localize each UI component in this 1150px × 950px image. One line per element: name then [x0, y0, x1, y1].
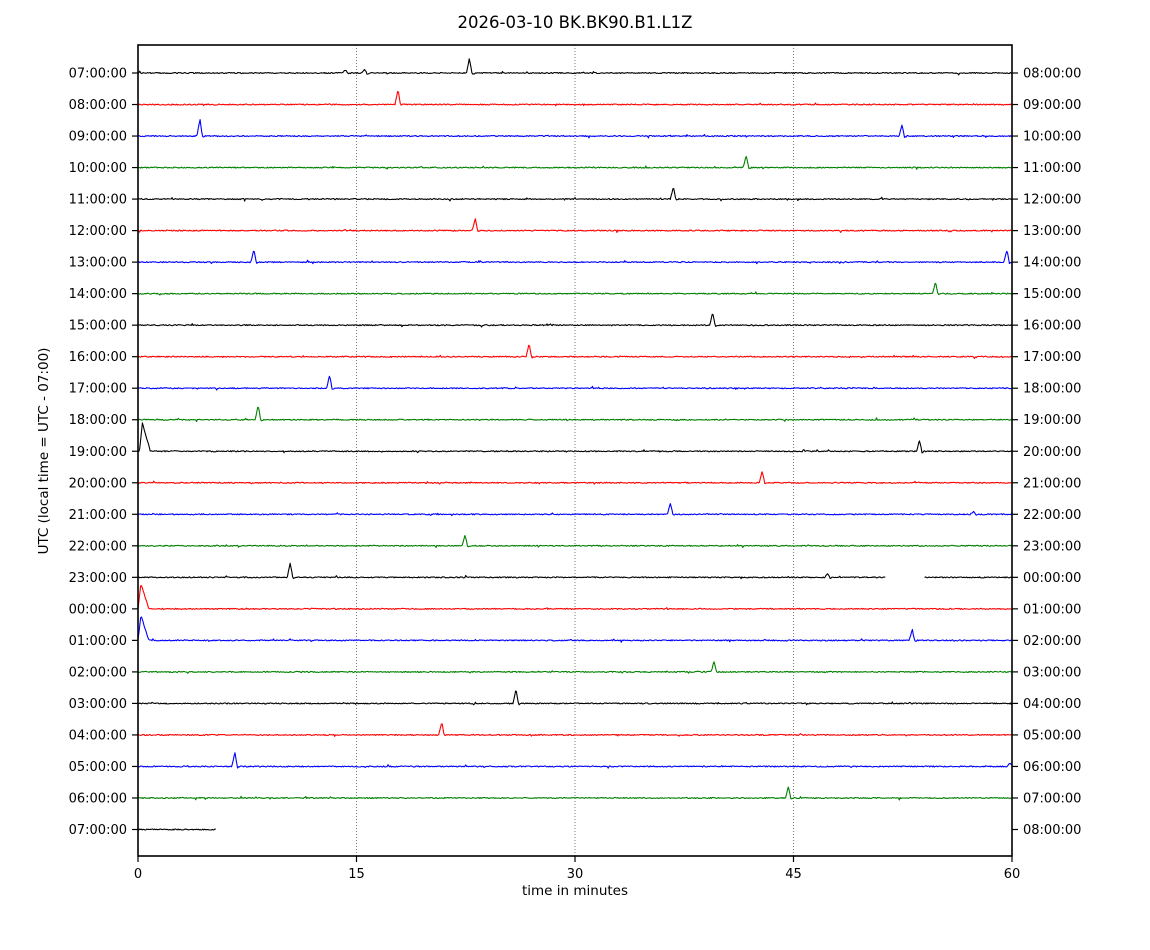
y-tick-label-utc: 16:00:00: [69, 350, 127, 365]
y-tick-label-utc: 10:00:00: [69, 161, 127, 176]
seismogram-trace: [138, 250, 1012, 265]
y-tick-label-local: 15:00:00: [1023, 287, 1081, 302]
seismogram-trace: [138, 828, 216, 831]
x-tick-label: 45: [785, 867, 802, 882]
y-tick-label-local: 20:00:00: [1023, 445, 1081, 460]
y-tick-label-utc: 13:00:00: [69, 256, 127, 271]
seismogram-trace: [138, 119, 1012, 139]
y-tick-label-utc: 17:00:00: [69, 382, 127, 397]
seismogram-trace: [138, 375, 1012, 391]
y-tick-label-utc: 04:00:00: [69, 728, 127, 743]
y-tick-label-local: 08:00:00: [1023, 823, 1081, 838]
seismogram-trace: [138, 723, 1012, 737]
seismogram-trace: [138, 218, 1012, 234]
y-tick-label-local: 05:00:00: [1023, 728, 1081, 743]
y-tick-label-utc: 00:00:00: [69, 602, 127, 617]
y-tick-label-utc: 07:00:00: [69, 67, 127, 82]
y-tick-label-local: 21:00:00: [1023, 476, 1081, 491]
y-tick-label-local: 23:00:00: [1023, 539, 1081, 554]
y-tick-label-utc: 12:00:00: [69, 224, 127, 239]
y-tick-label-local: 12:00:00: [1023, 193, 1081, 208]
y-tick-label-utc: 20:00:00: [69, 476, 127, 491]
seismogram-trace: [138, 422, 1012, 454]
y-tick-label-local: 18:00:00: [1023, 382, 1081, 397]
y-tick-label-local: 17:00:00: [1023, 350, 1081, 365]
y-tick-label-local: 13:00:00: [1023, 224, 1081, 239]
y-tick-label-local: 10:00:00: [1023, 130, 1081, 145]
y-tick-label-local: 03:00:00: [1023, 665, 1081, 680]
seismogram-trace: [138, 313, 1012, 328]
seismogram-trace: [138, 616, 1012, 643]
y-tick-label-local: 02:00:00: [1023, 634, 1081, 649]
y-tick-label-utc: 08:00:00: [69, 98, 127, 113]
y-tick-label-utc: 02:00:00: [69, 665, 127, 680]
y-tick-label-local: 04:00:00: [1023, 697, 1081, 712]
seismogram-trace: [138, 58, 1012, 76]
seismogram-trace: [924, 576, 1012, 579]
seismogram-trace: [138, 188, 1012, 202]
seismogram-trace: [138, 471, 1012, 485]
y-tick-label-utc: 14:00:00: [69, 287, 127, 302]
seismogram-trace: [138, 503, 1012, 517]
y-tick-label-local: 22:00:00: [1023, 508, 1081, 523]
y-tick-label-local: 11:00:00: [1023, 161, 1081, 176]
y-axis-label-text: UTC (local time = UTC - 07:00): [36, 347, 52, 555]
y-tick-label-utc: 05:00:00: [69, 760, 127, 775]
y-tick-label-utc: 22:00:00: [69, 539, 127, 554]
y-tick-label-local: 01:00:00: [1023, 602, 1081, 617]
y-tick-label-local: 07:00:00: [1023, 791, 1081, 806]
y-tick-label-local: 16:00:00: [1023, 319, 1081, 334]
x-tick-label: 15: [348, 867, 365, 882]
seismogram-trace: [138, 690, 1012, 706]
y-tick-label-utc: 11:00:00: [69, 193, 127, 208]
seismogram-trace: [138, 282, 1012, 296]
trace-group: [138, 58, 1012, 831]
seismogram-trace: [138, 585, 1012, 610]
y-tick-label-utc: 19:00:00: [69, 445, 127, 460]
seismogram-trace: [138, 752, 1012, 769]
y-tick-label-utc: 09:00:00: [69, 130, 127, 145]
y-tick-label-local: 14:00:00: [1023, 256, 1081, 271]
y-tick-label-local: 06:00:00: [1023, 760, 1081, 775]
seismogram-trace: [138, 344, 1012, 359]
y-tick-label-utc: 21:00:00: [69, 508, 127, 523]
y-tick-label-local: 19:00:00: [1023, 413, 1081, 428]
y-tick-label-utc: 03:00:00: [69, 697, 127, 712]
y-tick-label-utc: 07:00:00: [69, 823, 127, 838]
y-tick-label-utc: 18:00:00: [69, 413, 127, 428]
x-tick-label: 60: [1004, 867, 1021, 882]
seismogram-trace: [138, 534, 1012, 549]
x-tick-label: 0: [134, 867, 142, 882]
y-tick-label-local: 09:00:00: [1023, 98, 1081, 113]
seismogram-trace: [138, 661, 1012, 674]
x-tick-label: 30: [567, 867, 584, 882]
y-tick-label-utc: 23:00:00: [69, 571, 127, 586]
x-axis-label: time in minutes: [521, 883, 629, 899]
seismogram-trace: [138, 91, 1012, 107]
chart-title: 2026-03-10 BK.BK90.B1.L1Z: [457, 13, 693, 32]
y-tick-label-local: 08:00:00: [1023, 67, 1081, 82]
y-tick-label-utc: 01:00:00: [69, 634, 127, 649]
seismogram-trace: [138, 562, 886, 580]
seismogram-trace: [138, 406, 1012, 423]
y-tick-label-local: 00:00:00: [1023, 571, 1081, 586]
seismogram-trace: [138, 786, 1012, 801]
y-tick-label-utc: 06:00:00: [69, 791, 127, 806]
y-tick-label-utc: 15:00:00: [69, 319, 127, 334]
seismogram-trace: [138, 155, 1012, 170]
